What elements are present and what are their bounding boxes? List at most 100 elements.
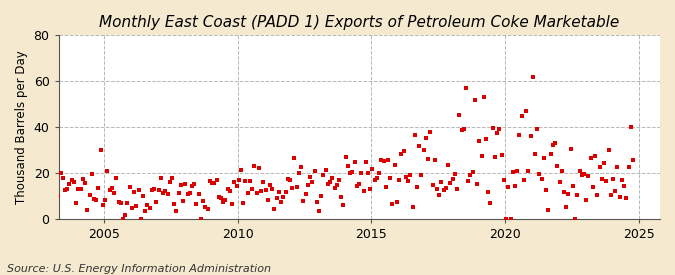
Point — [191, 202, 202, 207]
Point — [78, 177, 88, 181]
Point — [213, 195, 224, 199]
Point — [403, 178, 414, 183]
Point — [483, 189, 493, 194]
Y-axis label: Thousand Barrels per Day: Thousand Barrels per Day — [15, 50, 28, 204]
Point — [612, 165, 623, 170]
Point — [75, 187, 86, 191]
Point — [487, 126, 498, 130]
Point — [570, 216, 580, 221]
Point — [561, 205, 572, 209]
Point — [614, 195, 625, 200]
Point — [153, 188, 164, 192]
Point — [129, 190, 140, 194]
Point — [543, 208, 554, 212]
Point — [88, 196, 99, 201]
Point — [501, 216, 512, 221]
Point — [162, 191, 173, 196]
Point — [287, 186, 298, 190]
Point — [565, 147, 576, 151]
Point — [107, 185, 117, 190]
Point — [269, 207, 280, 211]
Point — [260, 188, 271, 192]
Point — [623, 164, 634, 169]
Point — [454, 113, 464, 118]
Point — [124, 185, 135, 189]
Point — [578, 172, 589, 176]
Point — [387, 202, 398, 206]
Point — [323, 181, 333, 186]
Point — [376, 158, 387, 163]
Point — [394, 177, 404, 182]
Point — [481, 136, 491, 141]
Point — [333, 178, 344, 182]
Point — [113, 199, 124, 204]
Point — [423, 157, 433, 161]
Point — [167, 176, 178, 180]
Point — [289, 156, 300, 160]
Title: Monthly East Coast (PADD 1) Exports of Petroleum Coke Marketable: Monthly East Coast (PADD 1) Exports of P… — [99, 15, 620, 30]
Point — [151, 200, 162, 204]
Point — [503, 185, 514, 189]
Point — [541, 188, 551, 192]
Point — [621, 196, 632, 200]
Point — [66, 178, 77, 182]
Point — [104, 188, 115, 192]
Point — [537, 176, 547, 181]
Point — [249, 164, 260, 169]
Point — [115, 201, 126, 205]
Point — [465, 172, 476, 177]
Point — [278, 194, 289, 199]
Point — [47, 191, 57, 195]
Point — [138, 194, 148, 198]
Point — [229, 180, 240, 184]
Point — [594, 165, 605, 169]
Point — [616, 178, 627, 182]
Point — [534, 172, 545, 176]
Point — [57, 176, 68, 181]
Point — [211, 178, 222, 182]
Point — [518, 177, 529, 182]
Point — [91, 197, 102, 202]
Point — [556, 169, 567, 173]
Point — [472, 182, 483, 186]
Point — [489, 155, 500, 159]
Point — [374, 171, 385, 175]
Point — [532, 127, 543, 131]
Point — [336, 194, 347, 199]
Point — [253, 166, 264, 170]
Point — [325, 180, 335, 184]
Point — [207, 181, 217, 185]
Point — [182, 191, 193, 196]
Point — [460, 86, 471, 90]
Point — [196, 216, 207, 221]
Point — [234, 177, 244, 182]
Point — [100, 198, 111, 202]
Point — [628, 158, 639, 163]
Point — [171, 209, 182, 213]
Point — [273, 189, 284, 194]
Point — [492, 131, 503, 135]
Point — [592, 193, 603, 197]
Point — [311, 200, 322, 205]
Point — [240, 179, 251, 184]
Point — [86, 172, 97, 177]
Point — [285, 178, 296, 182]
Point — [563, 192, 574, 197]
Point — [298, 199, 308, 204]
Point — [184, 191, 195, 195]
Point — [111, 176, 122, 180]
Point — [590, 154, 601, 158]
Point — [354, 182, 364, 186]
Point — [189, 182, 200, 186]
Point — [463, 179, 474, 183]
Point — [450, 172, 460, 176]
Point — [71, 201, 82, 205]
Point — [244, 178, 255, 183]
Point — [126, 206, 137, 210]
Point — [414, 144, 425, 149]
Point — [527, 75, 538, 79]
Point — [470, 97, 481, 102]
Point — [448, 177, 458, 182]
Point — [356, 171, 367, 175]
Point — [601, 179, 612, 183]
